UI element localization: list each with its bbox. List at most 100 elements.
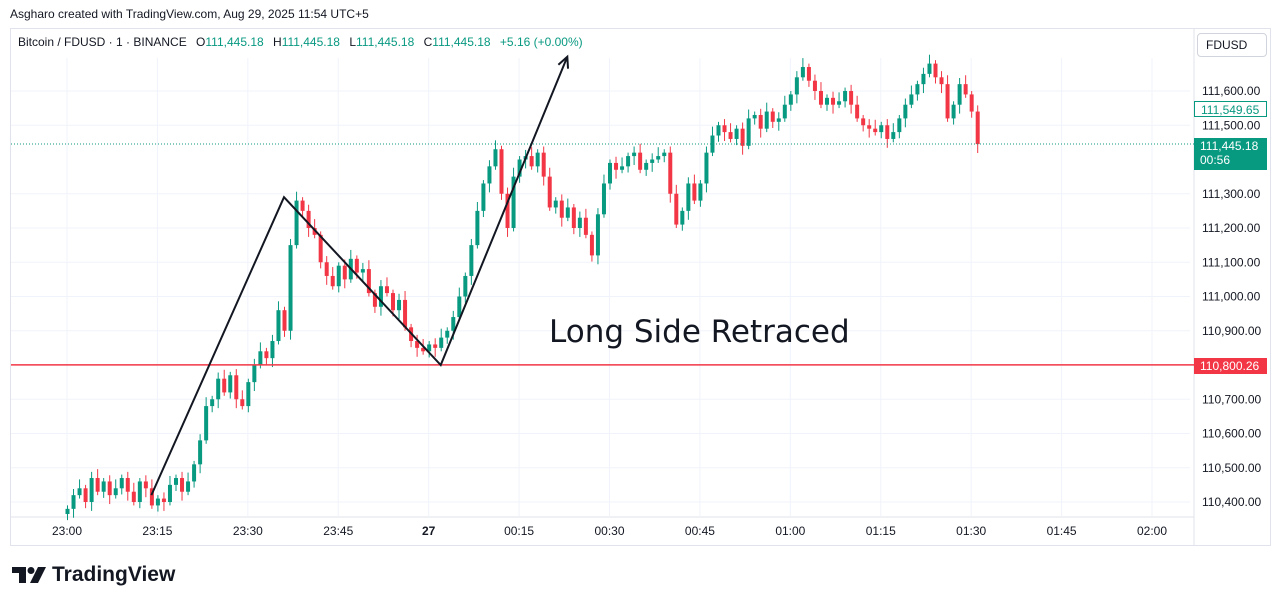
candle-body[interactable]	[547, 176, 552, 208]
currency-button[interactable]: FDUSD	[1197, 33, 1267, 57]
candle-body[interactable]	[318, 234, 323, 263]
candle-body[interactable]	[559, 200, 564, 218]
candle-body[interactable]	[843, 91, 848, 102]
candle-body[interactable]	[939, 77, 944, 85]
candle-body[interactable]	[710, 135, 715, 153]
candle-body[interactable]	[258, 351, 263, 365]
candle-body[interactable]	[722, 125, 727, 133]
candle-body[interactable]	[825, 97, 829, 105]
candle-body[interactable]	[656, 156, 661, 160]
candle-body[interactable]	[186, 481, 191, 492]
candle-body[interactable]	[336, 265, 341, 287]
candle-body[interactable]	[366, 269, 371, 294]
candle-body[interactable]	[818, 91, 823, 105]
candle-body[interactable]	[776, 118, 781, 122]
candle-body[interactable]	[252, 365, 257, 383]
candle-body[interactable]	[71, 495, 76, 509]
candle-body[interactable]	[204, 406, 209, 441]
candle-body[interactable]	[511, 176, 516, 228]
candle-body[interactable]	[77, 488, 82, 496]
candle-body[interactable]	[143, 481, 148, 489]
candle-body[interactable]	[589, 234, 594, 256]
tradingview-brand[interactable]: TradingView	[12, 563, 175, 587]
candle-body[interactable]	[354, 258, 359, 273]
candle-body[interactable]	[113, 488, 118, 496]
candle-body[interactable]	[680, 210, 685, 225]
candle-body[interactable]	[758, 114, 763, 129]
candle-body[interactable]	[849, 91, 854, 105]
candle-body[interactable]	[963, 84, 968, 95]
candle-body[interactable]	[927, 63, 932, 74]
candle-body[interactable]	[300, 200, 305, 211]
candle-body[interactable]	[475, 210, 480, 246]
candle-body[interactable]	[879, 125, 884, 133]
candle-body[interactable]	[794, 77, 799, 95]
candle-body[interactable]	[463, 275, 468, 297]
candle-body[interactable]	[264, 351, 269, 359]
candle-body[interactable]	[451, 317, 456, 331]
candle-body[interactable]	[342, 265, 347, 280]
candle-body[interactable]	[155, 498, 160, 506]
candle-body[interactable]	[439, 337, 444, 348]
candle-body[interactable]	[270, 341, 275, 359]
candle-body[interactable]	[541, 152, 546, 177]
candle-body[interactable]	[812, 80, 817, 91]
candle-body[interactable]	[831, 97, 836, 105]
candle-body[interactable]	[800, 67, 805, 78]
candle-body[interactable]	[403, 299, 408, 328]
candle-body[interactable]	[650, 159, 655, 163]
symbol-name[interactable]: Bitcoin / FDUSD · 1 · BINANCE	[18, 35, 187, 49]
candle-body[interactable]	[957, 84, 962, 105]
candle-body[interactable]	[577, 217, 582, 228]
candle-body[interactable]	[782, 104, 787, 119]
candle-body[interactable]	[65, 508, 70, 514]
candle-body[interactable]	[553, 200, 558, 208]
candle-body[interactable]	[517, 159, 522, 177]
candle-body[interactable]	[626, 156, 631, 167]
candle-body[interactable]	[391, 293, 395, 311]
candle-body[interactable]	[861, 118, 866, 126]
zigzag-drawing[interactable]	[150, 56, 569, 496]
candle-body[interactable]	[167, 484, 172, 502]
candle-body[interactable]	[149, 488, 154, 506]
candle-body[interactable]	[897, 118, 902, 133]
candle-body[interactable]	[125, 478, 130, 492]
candle-body[interactable]	[909, 94, 914, 105]
candle-body[interactable]	[276, 310, 281, 342]
candle-body[interactable]	[686, 183, 691, 211]
candle-body[interactable]	[608, 162, 612, 184]
candle-body[interactable]	[764, 111, 769, 129]
candle-body[interactable]	[487, 166, 492, 184]
candle-body[interactable]	[198, 440, 203, 465]
candle-body[interactable]	[481, 183, 486, 211]
candle-body[interactable]	[192, 464, 197, 482]
candle-body[interactable]	[752, 114, 757, 119]
candle-body[interactable]	[137, 481, 142, 502]
candle-body[interactable]	[89, 478, 94, 502]
candle-body[interactable]	[240, 399, 245, 407]
candle-body[interactable]	[595, 214, 600, 256]
candle-body[interactable]	[174, 478, 178, 485]
candle-body[interactable]	[535, 152, 540, 167]
candle-body[interactable]	[915, 84, 920, 95]
candle-body[interactable]	[493, 149, 498, 167]
candle-body[interactable]	[565, 207, 570, 218]
candle-body[interactable]	[324, 262, 329, 276]
candle-body[interactable]	[415, 341, 420, 348]
candle-body[interactable]	[674, 193, 679, 225]
candle-body[interactable]	[704, 152, 709, 184]
candle-body[interactable]	[746, 118, 751, 146]
candle-body[interactable]	[306, 210, 311, 228]
candle-body[interactable]	[378, 286, 383, 307]
candle-body[interactable]	[131, 491, 136, 502]
candle-body[interactable]	[469, 245, 474, 276]
candle-body[interactable]	[644, 162, 649, 170]
candle-body[interactable]	[698, 183, 703, 201]
candle-body[interactable]	[885, 125, 890, 139]
candle-body[interactable]	[734, 128, 739, 139]
candle-body[interactable]	[499, 149, 504, 194]
candle-body[interactable]	[668, 152, 673, 194]
candle-body[interactable]	[107, 481, 112, 496]
candle-body[interactable]	[788, 94, 793, 105]
candle-body[interactable]	[529, 156, 534, 167]
